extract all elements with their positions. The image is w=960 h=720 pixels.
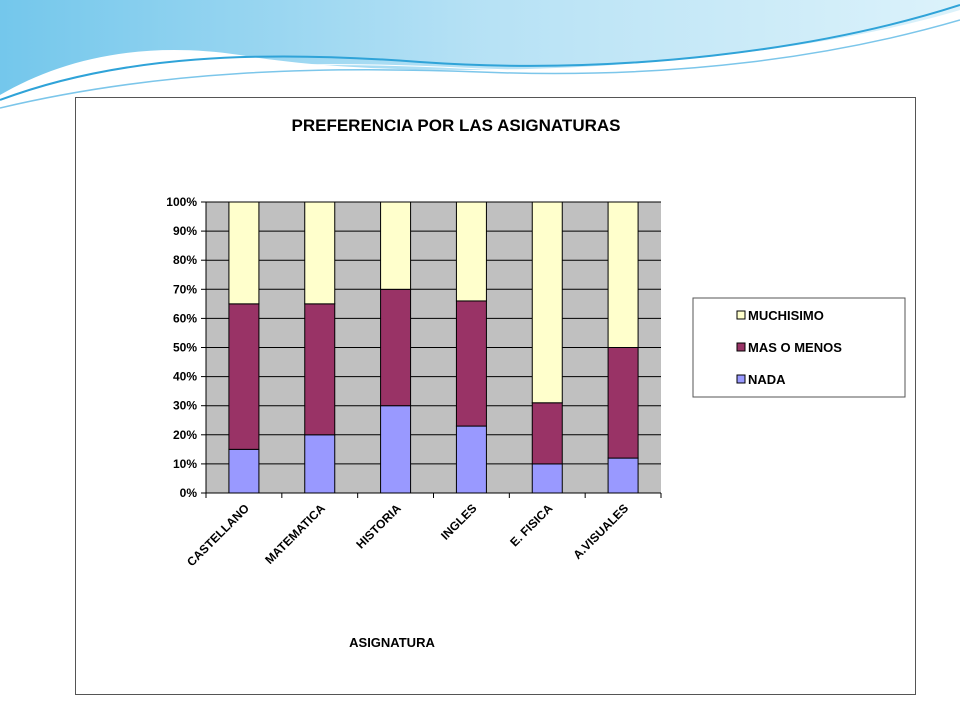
bar-segment bbox=[304, 434, 336, 494]
bar-segment bbox=[380, 201, 412, 290]
bar-segment bbox=[455, 201, 487, 302]
bar-segment bbox=[607, 201, 639, 348]
y-tick-label: 20% bbox=[173, 428, 197, 442]
chart-title: PREFERENCIA POR LAS ASIGNATURAS bbox=[291, 116, 620, 135]
bar-segment bbox=[607, 457, 639, 494]
legend: MUCHISIMO MAS O MENOS NADA bbox=[692, 297, 906, 398]
y-tick-label: 50% bbox=[173, 341, 197, 355]
bar-segment bbox=[531, 201, 563, 404]
x-tick-labels: CASTELLANO MATEMATICA HISTORIA INGLES E. FIS… bbox=[184, 501, 631, 569]
bar-segment bbox=[304, 303, 336, 436]
legend-swatch bbox=[736, 310, 746, 320]
bar-segment bbox=[531, 402, 563, 465]
x-tick-label: INGLES bbox=[438, 501, 479, 542]
legend-label: MUCHISIMO bbox=[748, 308, 824, 323]
y-tick-label: 10% bbox=[173, 457, 197, 471]
y-tick-label: 30% bbox=[173, 399, 197, 413]
bar-segment bbox=[607, 347, 639, 459]
x-tick-label: HISTORIA bbox=[353, 501, 404, 552]
legend-swatch bbox=[736, 342, 746, 352]
x-tick-label: E. FISICA bbox=[507, 501, 555, 549]
axes: 0% 10% 20% 30% 40% 50% 60% 70% 80% 90% 100% bbox=[166, 195, 662, 500]
x-tick-label: CASTELLANO bbox=[184, 501, 252, 569]
y-tick-label: 80% bbox=[173, 253, 197, 267]
bar-segment bbox=[228, 448, 260, 494]
y-tick-label: 70% bbox=[173, 282, 197, 296]
bar-segment bbox=[531, 463, 563, 494]
legend-swatch bbox=[736, 374, 746, 384]
y-tick-label: 100% bbox=[166, 195, 197, 209]
legend-box bbox=[692, 297, 906, 398]
legend-label: MAS O MENOS bbox=[748, 340, 842, 355]
y-tick-label: 60% bbox=[173, 311, 197, 325]
x-tick-label: A.VISUALES bbox=[570, 501, 631, 562]
bar-segment bbox=[228, 201, 260, 305]
x-tick-label: MATEMATICA bbox=[262, 501, 328, 567]
y-tick-label: 90% bbox=[173, 224, 197, 238]
y-tick-label: 0% bbox=[180, 486, 198, 500]
bar-segment bbox=[228, 303, 260, 450]
bar-segment bbox=[380, 288, 412, 407]
bar-segment bbox=[455, 425, 487, 494]
bar-segment bbox=[304, 201, 336, 305]
x-axis-title: ASIGNATURA bbox=[349, 635, 435, 650]
bar-segment bbox=[380, 405, 412, 494]
chart-frame: PREFERENCIA POR LAS ASIGNATURAS 0% 10% 20%… bbox=[75, 97, 916, 695]
plot-area bbox=[206, 201, 661, 494]
header-decoration bbox=[0, 0, 960, 109]
y-tick-label: 40% bbox=[173, 370, 197, 384]
legend-label: NADA bbox=[748, 372, 786, 387]
chart-area: PREFERENCIA POR LAS ASIGNATURAS 0% 10% 20%… bbox=[166, 116, 906, 650]
bar-segment bbox=[455, 300, 487, 427]
